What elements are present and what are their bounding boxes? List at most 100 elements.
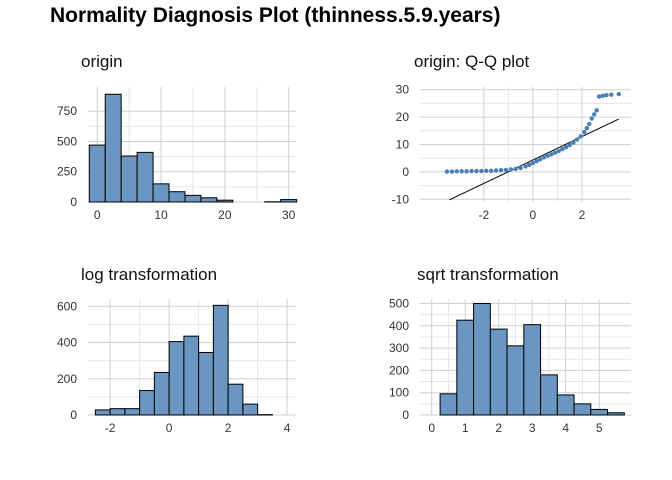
panel-origin-qq-plot: origin: Q-Q plot -2 0 2 -10 0 10 20 30 (392, 52, 631, 222)
x-tick-label: 0 (94, 208, 101, 222)
qq-point (545, 153, 550, 158)
qq-point (464, 169, 469, 174)
histogram-bar (506, 345, 525, 416)
qq-point (538, 157, 543, 162)
histogram-bar (198, 351, 214, 416)
histogram-bar (200, 197, 218, 203)
y-tick-label: 750 (57, 104, 77, 118)
qq-point (498, 168, 504, 173)
qq-point (530, 160, 536, 166)
x-tick-label: 30 (282, 208, 296, 222)
histogram-bar (556, 394, 575, 416)
panel-title: origin: Q-Q plot (414, 52, 530, 71)
panel-title: log transformation (81, 265, 217, 284)
y-tick-label: 400 (57, 336, 77, 350)
histogram-bar (489, 328, 508, 416)
qq-point (449, 169, 455, 174)
y-tick-label: 400 (389, 319, 409, 333)
x-tick-label: 4 (562, 421, 569, 435)
histogram-bar (104, 93, 122, 203)
histogram-bar (184, 194, 202, 203)
qq-point (503, 167, 509, 173)
qq-point (541, 155, 547, 160)
y-tick-label: 200 (57, 372, 77, 386)
y-tick-label: 0 (70, 195, 77, 209)
histogram-bar (473, 302, 491, 416)
x-tick-label: 5 (596, 421, 603, 435)
qq-point (589, 116, 594, 121)
histogram-bar (109, 408, 126, 416)
qq-point (469, 168, 474, 174)
x-tick-label: 2 (225, 421, 232, 435)
y-tick-label: 0 (402, 165, 409, 179)
y-tick-label: 600 (57, 299, 77, 313)
qq-point (582, 129, 587, 135)
qq-point (596, 94, 602, 99)
histogram-bar (124, 408, 141, 416)
histogram-bar (242, 403, 259, 416)
qq-point (560, 146, 565, 152)
panel-sqrt-transformation-histogram: sqrt transformation 0 1 2 3 4 5 0 100 200 300 400 5… (389, 265, 631, 435)
qq-point (567, 142, 572, 148)
histogram-bar (168, 341, 185, 416)
histogram-bar (439, 393, 458, 416)
histogram-bar (152, 183, 170, 203)
y-tick-label: 500 (389, 296, 409, 310)
panel-title: sqrt transformation (417, 265, 559, 284)
histogram-bar (540, 374, 558, 416)
histogram-bar (183, 335, 200, 416)
qq-point (600, 93, 605, 98)
y-tick-label: 20 (396, 110, 410, 124)
qq-point (594, 108, 599, 113)
histogram-bar (456, 319, 475, 416)
y-tick-label: 100 (389, 386, 409, 400)
qq-point (563, 145, 569, 150)
qq-point (534, 159, 539, 164)
histogram-bar (136, 151, 154, 203)
qq-point (474, 168, 479, 174)
histogram-bar (94, 409, 111, 416)
histogram-bar (227, 383, 244, 416)
qq-point (493, 168, 499, 173)
qq-point (604, 93, 609, 98)
qq-reference-line (449, 118, 619, 201)
qq-point (459, 169, 464, 174)
y-tick-label: 200 (389, 363, 409, 377)
histogram-bar (120, 155, 138, 203)
histogram-bar (139, 390, 155, 416)
y-tick-label: 30 (396, 83, 410, 97)
panel-title: origin (81, 52, 123, 71)
qq-point (526, 162, 532, 167)
qq-point (556, 148, 561, 154)
grid (420, 87, 631, 202)
qq-point (616, 91, 621, 97)
x-tick-label: -2 (478, 208, 489, 222)
y-tick-label: 250 (57, 165, 77, 179)
grid (420, 299, 631, 416)
panel-log-transformation-histogram: log transformation -2 0 2 4 0 200 400 600 (57, 265, 296, 435)
x-tick-label: 1 (462, 421, 469, 435)
qq-point (571, 140, 576, 145)
x-tick-label: 0 (530, 208, 537, 222)
y-tick-label: 0 (70, 408, 77, 422)
panel-origin-histogram: origin 0 10 20 30 0 250 500 750 (57, 52, 298, 222)
qq-point (484, 168, 489, 173)
qq-point (609, 92, 614, 97)
y-tick-label: 500 (57, 134, 77, 148)
histogram-bar (168, 191, 186, 203)
qq-point (578, 134, 583, 139)
qq-point (552, 150, 558, 155)
histogram-bar (523, 324, 542, 416)
qq-point (574, 137, 580, 142)
qq-point (523, 164, 528, 169)
y-tick-label: -10 (392, 192, 410, 206)
histogram-bar (153, 371, 170, 416)
qq-point (444, 169, 450, 174)
x-tick-label: 4 (284, 421, 291, 435)
x-tick-label: -2 (105, 421, 116, 435)
qq-point (454, 169, 460, 174)
x-tick-label: 0 (166, 421, 173, 435)
histogram-bar (212, 304, 229, 416)
qq-point (518, 165, 523, 171)
